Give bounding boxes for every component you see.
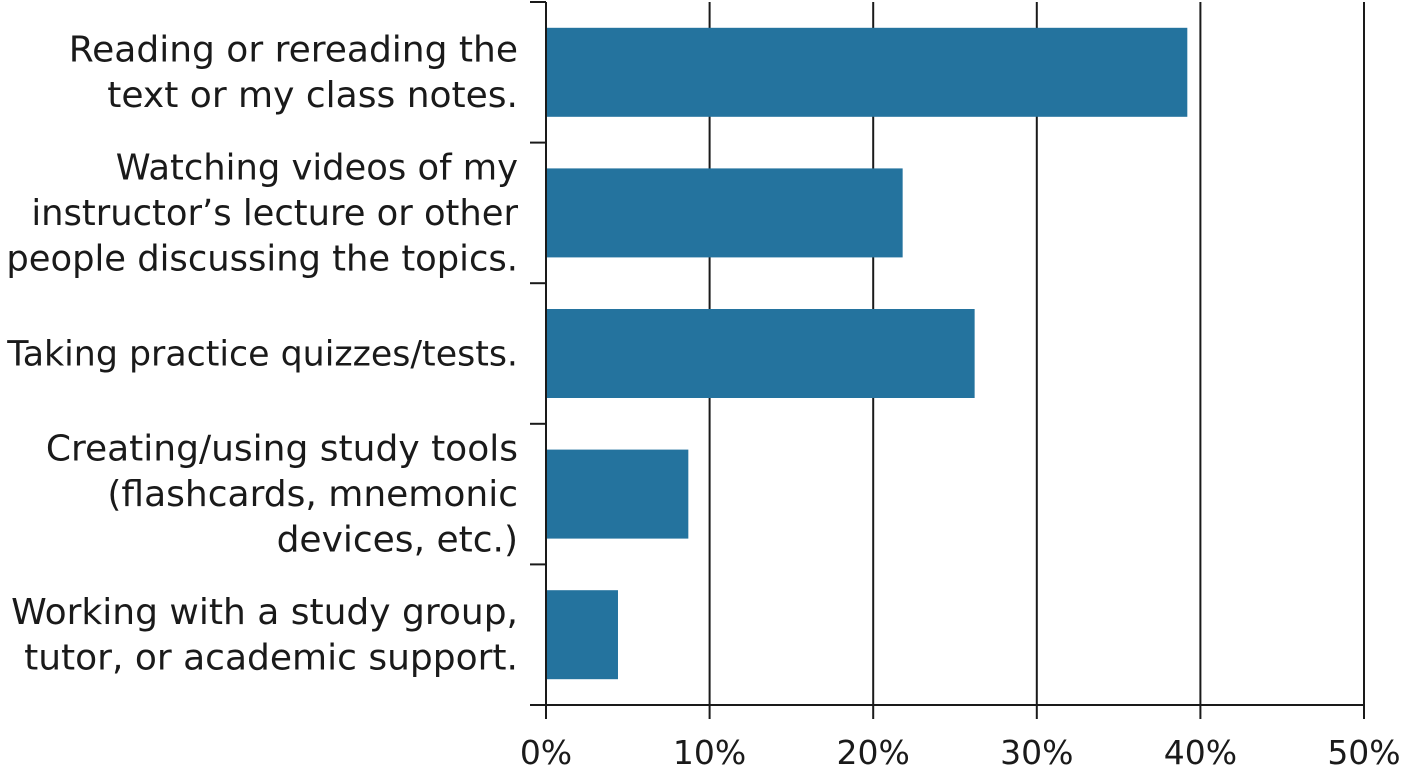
- category-label: Watching videos of my instructor’s lectur…: [6, 147, 518, 279]
- category-label: Reading or rereading the text or my class…: [69, 30, 518, 117]
- x-tick-labels: 0% 10% 20% 30% 40% 50%: [520, 733, 1401, 772]
- bars: [546, 27, 1188, 680]
- category-label-line: Taking practice quizzes/tests.: [6, 335, 518, 375]
- bar-3: [546, 449, 689, 539]
- bar-2: [546, 309, 975, 398]
- category-label-line: Working with a study group,: [11, 592, 518, 633]
- category-label-line: (flashcards, mnemonic: [107, 474, 518, 515]
- x-tick-label: 10%: [673, 733, 746, 772]
- category-label-line: devices, etc.): [277, 520, 518, 561]
- category-labels: Reading or rereading the text or my class…: [6, 30, 518, 679]
- x-tick-label: 40%: [1164, 733, 1237, 772]
- category-label: Taking practice quizzes/tests.: [6, 335, 518, 375]
- category-label: Creating/using study tools (flashcards, m…: [46, 429, 518, 561]
- bar-4: [546, 590, 618, 680]
- x-tick-label: 0%: [520, 733, 572, 772]
- category-label-line: Watching videos of my: [116, 147, 518, 188]
- x-tick-label: 20%: [837, 733, 910, 772]
- x-tick-label: 50%: [1327, 733, 1400, 772]
- gridlines: [708, 2, 1365, 705]
- category-label-line: text or my class notes.: [107, 75, 518, 116]
- axes: [530, 1, 1365, 719]
- category-label: Working with a study group, tutor, or aca…: [11, 592, 518, 679]
- category-label-line: instructor’s lecture or other: [31, 193, 518, 234]
- category-label-line: people discussing the topics.: [6, 238, 518, 279]
- category-label-line: tutor, or academic support.: [24, 637, 518, 678]
- category-label-line: Reading or rereading the: [69, 30, 518, 71]
- x-tick-label: 30%: [1000, 733, 1073, 772]
- bar-0: [546, 27, 1188, 117]
- category-label-line: Creating/using study tools: [46, 429, 518, 470]
- bar-1: [546, 168, 903, 258]
